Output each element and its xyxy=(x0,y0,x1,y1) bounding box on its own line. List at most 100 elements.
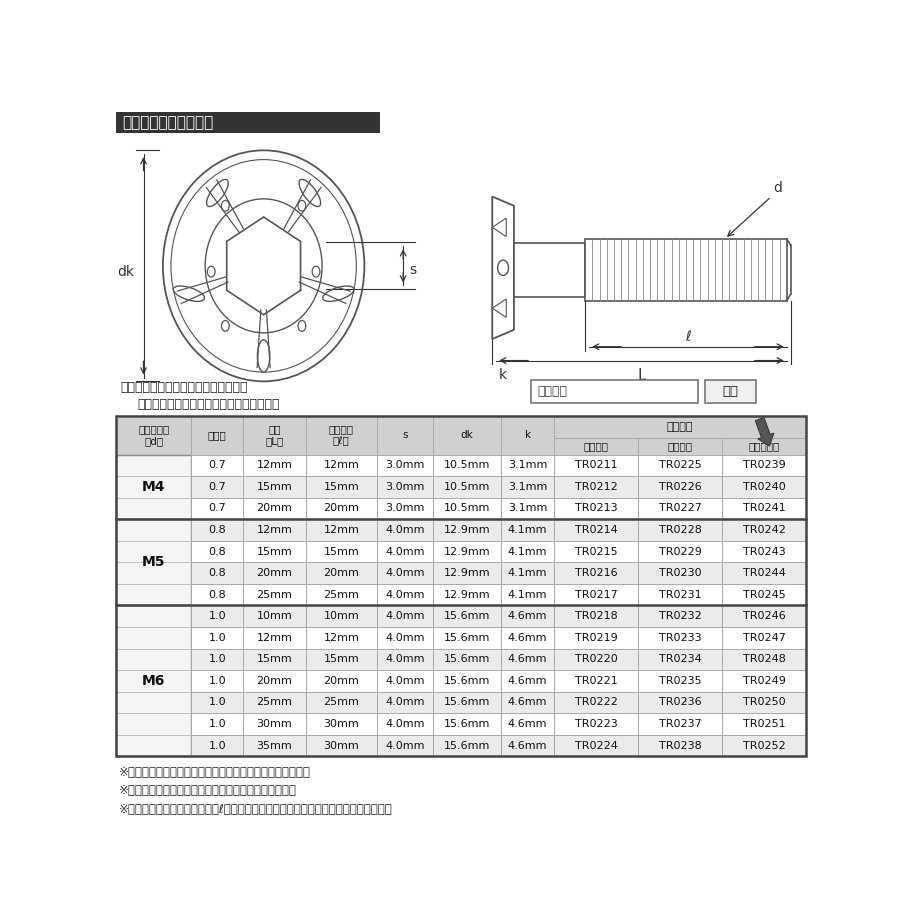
Bar xyxy=(377,649,433,670)
Text: 0.8: 0.8 xyxy=(208,525,226,535)
Text: TR0230: TR0230 xyxy=(659,568,701,578)
Text: TR0246: TR0246 xyxy=(742,611,786,621)
Bar xyxy=(638,476,722,498)
Text: 0.8: 0.8 xyxy=(208,590,226,599)
Text: 15mm: 15mm xyxy=(256,654,292,664)
Bar xyxy=(377,584,433,606)
Text: TR0226: TR0226 xyxy=(659,482,701,491)
Bar xyxy=(501,713,554,734)
Bar xyxy=(638,498,722,519)
Text: TR0236: TR0236 xyxy=(659,698,701,707)
Bar xyxy=(305,606,377,627)
Text: シルバー: シルバー xyxy=(583,441,608,451)
Bar xyxy=(554,562,638,584)
Text: TR0252: TR0252 xyxy=(742,741,786,751)
Text: 1.0: 1.0 xyxy=(209,741,226,751)
Bar xyxy=(722,562,806,584)
Bar xyxy=(243,416,305,454)
Text: 4.0mm: 4.0mm xyxy=(385,676,425,686)
Text: TR0233: TR0233 xyxy=(659,633,701,643)
Polygon shape xyxy=(492,196,514,339)
Bar xyxy=(116,416,806,756)
Bar xyxy=(305,670,377,692)
Text: 4.0mm: 4.0mm xyxy=(385,590,425,599)
Bar xyxy=(243,627,305,649)
Bar xyxy=(305,454,377,476)
Bar xyxy=(377,670,433,692)
Text: 0.7: 0.7 xyxy=(208,460,226,471)
Bar xyxy=(554,498,638,519)
Bar xyxy=(501,562,554,584)
Text: 25mm: 25mm xyxy=(323,698,359,707)
Text: M5: M5 xyxy=(142,555,166,570)
Text: 3.1mm: 3.1mm xyxy=(508,460,547,471)
Bar xyxy=(554,437,638,454)
Text: TR0212: TR0212 xyxy=(574,482,617,491)
Bar xyxy=(116,416,191,454)
Text: 1.0: 1.0 xyxy=(209,698,226,707)
Bar xyxy=(433,541,501,562)
Bar xyxy=(501,584,554,606)
Text: TR0235: TR0235 xyxy=(659,676,701,686)
Text: TR0227: TR0227 xyxy=(659,503,701,513)
Text: 4.0mm: 4.0mm xyxy=(385,546,425,556)
Text: 当店品番: 当店品番 xyxy=(667,422,693,432)
Text: 4.1mm: 4.1mm xyxy=(508,568,547,578)
Bar xyxy=(243,713,305,734)
Text: 12mm: 12mm xyxy=(256,460,292,471)
Text: 1.0: 1.0 xyxy=(209,719,226,729)
Bar xyxy=(377,627,433,649)
Text: TR0224: TR0224 xyxy=(574,741,617,751)
Text: TR0211: TR0211 xyxy=(574,460,617,471)
Bar xyxy=(501,454,554,476)
Bar xyxy=(433,649,501,670)
Bar xyxy=(638,692,722,713)
Bar xyxy=(191,627,243,649)
Text: TR0249: TR0249 xyxy=(742,676,786,686)
Text: ラインアップ＆サイズ: ラインアップ＆サイズ xyxy=(122,115,213,130)
Text: TR0217: TR0217 xyxy=(574,590,617,599)
Text: 1.0: 1.0 xyxy=(209,654,226,664)
Bar xyxy=(433,454,501,476)
Bar xyxy=(554,670,638,692)
Text: 10.5mm: 10.5mm xyxy=(444,482,490,491)
Text: 3.0mm: 3.0mm xyxy=(385,460,425,471)
Bar xyxy=(638,627,722,649)
Text: 4.1mm: 4.1mm xyxy=(508,546,547,556)
Bar xyxy=(554,734,638,756)
Text: dk: dk xyxy=(461,430,473,440)
Bar xyxy=(433,670,501,692)
Bar xyxy=(243,670,305,692)
Bar xyxy=(377,734,433,756)
Text: ストア内検索に商品番号を入力すると: ストア内検索に商品番号を入力すると xyxy=(121,382,248,394)
Bar xyxy=(191,584,243,606)
Bar xyxy=(722,454,806,476)
FancyArrow shape xyxy=(755,418,774,446)
Text: TR0220: TR0220 xyxy=(574,654,617,664)
Text: TR0241: TR0241 xyxy=(742,503,786,513)
Text: 25mm: 25mm xyxy=(256,698,292,707)
Text: お探しの商品に素早くアクセスできます。: お探しの商品に素早くアクセスできます。 xyxy=(138,399,280,411)
Bar xyxy=(433,692,501,713)
Text: TR0231: TR0231 xyxy=(659,590,701,599)
Text: TR0222: TR0222 xyxy=(574,698,617,707)
Text: TR0225: TR0225 xyxy=(659,460,701,471)
Text: ※製造過程の都合でネジ長さ（ℓ）が変わる場合がございます。予めご了承ください。: ※製造過程の都合でネジ長さ（ℓ）が変わる場合がございます。予めご了承ください。 xyxy=(119,803,392,815)
Text: M6: M6 xyxy=(142,674,166,688)
Text: 4.6mm: 4.6mm xyxy=(508,698,547,707)
Text: ℓ: ℓ xyxy=(685,330,691,345)
Bar xyxy=(243,734,305,756)
Text: 20mm: 20mm xyxy=(256,676,292,686)
Text: 20mm: 20mm xyxy=(256,503,292,513)
Bar xyxy=(243,562,305,584)
Bar xyxy=(501,476,554,498)
Bar xyxy=(243,606,305,627)
Bar xyxy=(501,734,554,756)
Bar xyxy=(377,476,433,498)
Text: TR0215: TR0215 xyxy=(574,546,617,556)
Text: d: d xyxy=(774,181,782,195)
Text: 4.6mm: 4.6mm xyxy=(508,741,547,751)
Text: 4.0mm: 4.0mm xyxy=(385,698,425,707)
Text: 35mm: 35mm xyxy=(256,741,292,751)
Text: 4.0mm: 4.0mm xyxy=(385,654,425,664)
